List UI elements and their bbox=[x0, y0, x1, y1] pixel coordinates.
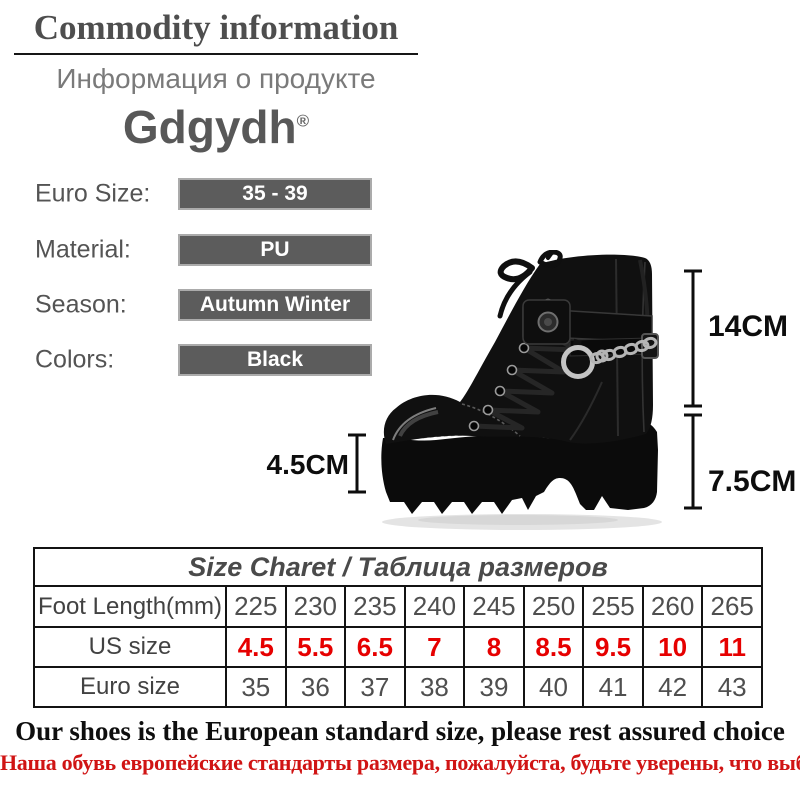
cell: 43 bbox=[701, 666, 763, 708]
attr-label: Colors: bbox=[35, 345, 115, 374]
boot-sole bbox=[381, 420, 658, 514]
attr-value: PU bbox=[260, 238, 290, 261]
shaft-height-label: 14CM bbox=[708, 310, 788, 343]
cell: 11 bbox=[701, 626, 763, 668]
attr-label: Season: bbox=[35, 290, 127, 319]
row-label: Euro size bbox=[33, 666, 227, 708]
chain bbox=[589, 336, 658, 365]
foot-length-row: Foot Length(mm) 225 230 235 240 245 250 … bbox=[33, 585, 763, 628]
attr-value-box: Black bbox=[178, 344, 372, 376]
cell: 250 bbox=[522, 585, 585, 628]
cell: 260 bbox=[641, 585, 704, 628]
cell: 39 bbox=[463, 666, 525, 708]
page-title-wrap: Commodity information bbox=[14, 8, 418, 55]
cell: 235 bbox=[344, 585, 406, 628]
attr-row-season: Season: Autumn Winter bbox=[0, 289, 420, 321]
toe-highlight bbox=[398, 410, 439, 437]
cell: 230 bbox=[284, 585, 347, 628]
euro-size-row: Euro size 35 36 37 38 39 40 41 42 43 bbox=[33, 666, 763, 708]
attr-value: Autumn Winter bbox=[199, 293, 351, 316]
registered-trademark-icon: ® bbox=[296, 111, 310, 131]
attr-value-box: Autumn Winter bbox=[178, 289, 372, 321]
cell: 38 bbox=[403, 666, 466, 708]
attr-value-box: PU bbox=[178, 234, 372, 266]
cell: 36 bbox=[284, 666, 347, 708]
cell: 240 bbox=[403, 585, 466, 628]
footer-russian-line: Наша обувь европейские стандарты размера… bbox=[0, 750, 800, 775]
boot-upper bbox=[383, 254, 653, 444]
shaft-measure-line bbox=[684, 269, 702, 408]
attr-row-material: Material: PU bbox=[0, 234, 420, 266]
cell: 9.5 bbox=[582, 626, 644, 668]
row-label: Foot Length(mm) bbox=[33, 585, 227, 628]
cell: 6.5 bbox=[344, 626, 406, 668]
platform-height-label: 4.5CM bbox=[267, 449, 349, 480]
attr-row-colors: Colors: Black bbox=[0, 344, 420, 376]
cell: 41 bbox=[582, 666, 644, 708]
lace-knot bbox=[497, 250, 563, 319]
vamp-seam bbox=[461, 403, 521, 437]
heel-measure-line bbox=[684, 413, 702, 510]
cell: 8.5 bbox=[522, 626, 585, 668]
us-size-row: US size 4.5 5.5 6.5 7 8 8.5 9.5 10 11 bbox=[33, 626, 763, 668]
attr-value: Black bbox=[246, 348, 304, 371]
brand-name: Gdgydh bbox=[122, 101, 297, 153]
size-chart-title-row: Size Charet / Таблица размеров bbox=[33, 547, 763, 587]
strap-stud-center bbox=[544, 318, 552, 326]
cell: 40 bbox=[522, 666, 585, 708]
cell: 37 bbox=[344, 666, 406, 708]
page-subtitle-ru: Информация о продукте bbox=[56, 63, 376, 94]
attr-row-euro-size: Euro Size: 35 - 39 bbox=[0, 178, 420, 210]
platform-measure-line bbox=[348, 433, 366, 494]
cell: 42 bbox=[641, 666, 704, 708]
cell: 35 bbox=[225, 666, 287, 708]
attr-label: Euro Size: bbox=[35, 179, 151, 208]
boot-photo-illustration: 14CM 7.5CM 4.5CM bbox=[267, 250, 796, 530]
attr-label: Material: bbox=[35, 235, 131, 264]
cell: 8 bbox=[463, 626, 525, 668]
row-label: US size bbox=[33, 626, 227, 668]
attr-value-box: 35 - 39 bbox=[178, 178, 372, 210]
size-chart-table: Size Charet / Таблица размеров Foot Leng… bbox=[33, 547, 763, 708]
heel-height-label: 7.5CM bbox=[708, 465, 796, 498]
toe-highlight-bright bbox=[392, 407, 437, 441]
attr-value: 35 - 39 bbox=[242, 182, 308, 205]
size-chart-title: Size Charet / Таблица размеров bbox=[33, 547, 763, 587]
ankle-crease bbox=[569, 381, 603, 441]
brand-logo: Gdgydh® bbox=[14, 100, 418, 154]
cell: 7 bbox=[403, 626, 466, 668]
footer-english-line: Our shoes is the European standard size,… bbox=[15, 716, 785, 746]
cell: 225 bbox=[225, 585, 287, 628]
cell: 255 bbox=[582, 585, 644, 628]
boot-shadow-inner bbox=[418, 515, 618, 525]
cell: 265 bbox=[701, 585, 763, 628]
cell: 5.5 bbox=[284, 626, 347, 668]
cell: 245 bbox=[463, 585, 525, 628]
cell: 10 bbox=[641, 626, 704, 668]
page-title: Commodity information bbox=[33, 8, 399, 47]
cell: 4.5 bbox=[225, 626, 287, 668]
